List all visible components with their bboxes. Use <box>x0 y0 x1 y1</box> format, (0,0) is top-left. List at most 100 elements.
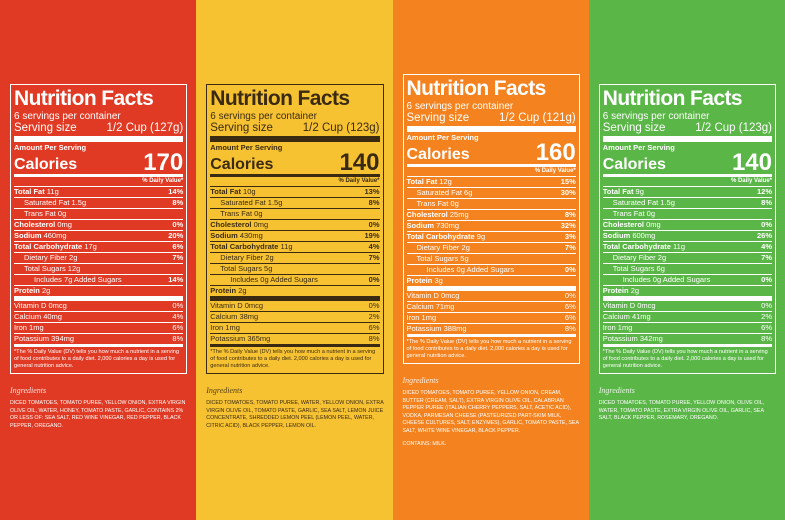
nutrient-amount: 1mg <box>29 323 44 332</box>
nutrient-name-amount: Iron 1mg <box>210 323 240 333</box>
nutrient-name: Total Carbohydrate <box>406 232 475 241</box>
nutrient-name: Potassium <box>14 334 50 343</box>
calories-value: 140 <box>731 149 772 176</box>
nutrient-name: Protein <box>210 286 237 295</box>
nutrient-amount: 0mcg <box>244 301 264 310</box>
footnote: *The % Daily Value (DV) tells you how mu… <box>602 344 772 370</box>
nutrient-name: Vitamin D <box>602 301 636 310</box>
panel-content: Nutrition Facts 6 servings per container S… <box>10 84 188 430</box>
nutrient-name: Total Fat <box>602 187 634 196</box>
daily-value: 4% <box>172 312 184 321</box>
nutrient-row: Total Fat 9g 12% <box>602 186 772 197</box>
nutrient-row: Total Carbohydrate 11g 4% <box>210 241 380 252</box>
serving-size: Serving size 1/2 Cup (123g) <box>210 122 380 142</box>
nutrient-name-amount: Vitamin D 0mcg <box>603 301 656 311</box>
nutrient-amount: 3g <box>434 276 443 285</box>
nutrient-name-amount: Total Sugars 5g <box>210 264 272 274</box>
nutrient-name: Sodium <box>14 231 42 240</box>
nutrient-row: Iron 1mg 6% <box>210 322 380 333</box>
allergens: CONTAINS: MILK. <box>402 441 447 447</box>
nutrient-row: Trans Fat 0g <box>602 208 772 219</box>
nutrient-name-amount: Cholesterol 0mg <box>14 220 72 230</box>
daily-value: 30% <box>560 188 576 197</box>
nutrient-name: Iron <box>602 323 616 332</box>
nutrient-name-amount: Saturated Fat 1.5g <box>603 198 675 208</box>
nutrient-amount: 6g <box>464 188 473 197</box>
nutrient-name: Total Fat <box>406 177 438 186</box>
daily-value: 8% <box>761 198 772 207</box>
nutrient-row: Total Carbohydrate 9g 3% <box>406 231 576 242</box>
nutrient-name-amount: Total Sugars 6g <box>603 264 665 274</box>
daily-value: 6% <box>761 323 772 332</box>
nutrient-row: Includes 7g Added Sugars 14% <box>14 274 184 285</box>
nutrient-row: Protein 2g <box>14 285 184 296</box>
serving-size: Serving size 1/2 Cup (127g) <box>14 122 184 142</box>
nutrient-row: Iron 1mg 6% <box>602 322 772 333</box>
daily-value: 20% <box>168 231 184 240</box>
daily-value: 0% <box>172 220 184 229</box>
nutrients: Total Fat 10g 13% Saturated Fat 1.5g 8% Tran… <box>210 186 380 296</box>
nutrient-name: Potassium <box>210 334 246 343</box>
nutrient-name: Total Fat <box>14 187 45 196</box>
nutrient-name-amount: Saturated Fat 6g <box>407 188 473 198</box>
nutrient-amount: 9g <box>635 187 644 196</box>
nutrient-name: Calcium <box>406 302 434 311</box>
serving-size-value: 1/2 Cup (127g) <box>106 122 184 134</box>
product-panel: Nutrition Facts 6 servings per container S… <box>0 0 197 520</box>
daily-value: 14% <box>168 275 184 284</box>
vitamins: Vitamin D 0mcg 0% Calcium 38mg 2% Iron 1mg 6%… <box>210 296 380 344</box>
nutrient-row: Total Sugars 5g <box>406 253 576 264</box>
nutrition-label: Nutrition Facts 6 servings per container S… <box>598 84 776 374</box>
nutrient-row: Cholesterol 25mg 8% <box>406 209 576 220</box>
nutrient-name: Total Carbohydrate <box>602 242 671 251</box>
nutrient-name: Dietary Fiber <box>416 243 460 252</box>
ingredients-title: Ingredients <box>598 386 635 395</box>
nutrient-row: Saturated Fat 6g 30% <box>406 187 576 198</box>
nutrient-row: Potassium 394mg 8% <box>14 333 184 344</box>
serving-size-value: 1/2 Cup (123g) <box>695 122 772 134</box>
daily-value: 0% <box>172 301 184 310</box>
nutrient-amount: 2g <box>265 253 274 262</box>
nutrient-name-amount: Includes 0g Added Sugars <box>210 275 318 285</box>
nutrient-name-amount: Calcium 38mg <box>210 312 258 322</box>
nutrient-row: Sodium 430mg 19% <box>210 230 380 241</box>
nutrient-row: Sodium 730mg 32% <box>406 220 576 231</box>
nutrient-name-amount: Dietary Fiber 2g <box>14 253 77 263</box>
daily-value: 0% <box>761 301 772 310</box>
nutrient-name: Dietary Fiber <box>220 253 264 262</box>
nutrient-amount: 1mg <box>617 323 633 332</box>
nutrient-name: Saturated Fat <box>24 198 70 207</box>
calories: Calories 140 <box>602 149 772 177</box>
daily-value: 0% <box>564 265 576 274</box>
dv-header: % Daily Value* <box>534 168 576 174</box>
nutrient-amount: 460mg <box>43 231 67 240</box>
nutrient-row: Vitamin D 0mcg 0% <box>603 301 772 311</box>
nutrient-row: Protein 2g <box>602 285 772 296</box>
serving-size-label: Serving size <box>602 122 666 134</box>
daily-value: 6% <box>564 302 576 311</box>
nutrient-name: Protein <box>602 286 629 295</box>
footnote: *The % Daily Value (DV) tells you how mu… <box>14 344 184 370</box>
nutrient-amount: 17g <box>84 242 97 251</box>
daily-value: 8% <box>564 210 576 219</box>
daily-value: 4% <box>368 242 380 251</box>
amount-per-serving: Amount Per Serving <box>14 143 87 152</box>
nutrient-name: Trans Fat <box>612 209 645 218</box>
nutrient-amount: 5g <box>460 254 469 263</box>
nutrient-row: Dietary Fiber 2g 7% <box>602 252 772 263</box>
nutrient-amount: 0g <box>57 209 67 218</box>
nutrition-label: Nutrition Facts 6 servings per container S… <box>10 84 188 374</box>
serving-size-label: Serving size <box>210 122 273 134</box>
nutrient-row: Vitamin D 0mcg 0% <box>407 291 576 301</box>
nutrient-row: Total Sugars 6g <box>602 263 772 274</box>
daily-value: 0% <box>368 220 380 229</box>
nutrient-amount: 430mg <box>239 231 263 240</box>
amount-per-serving: Amount Per Serving <box>210 143 283 152</box>
calories-value: 160 <box>535 139 576 166</box>
daily-value: 7% <box>564 243 576 252</box>
nutrient-row: Protein 2g <box>210 285 380 296</box>
daily-value: 8% <box>368 198 380 207</box>
nutrient-row: Includes 0g Added Sugars 0% <box>210 274 380 285</box>
nutrient-name-amount: Vitamin D 0mcg <box>210 301 263 311</box>
